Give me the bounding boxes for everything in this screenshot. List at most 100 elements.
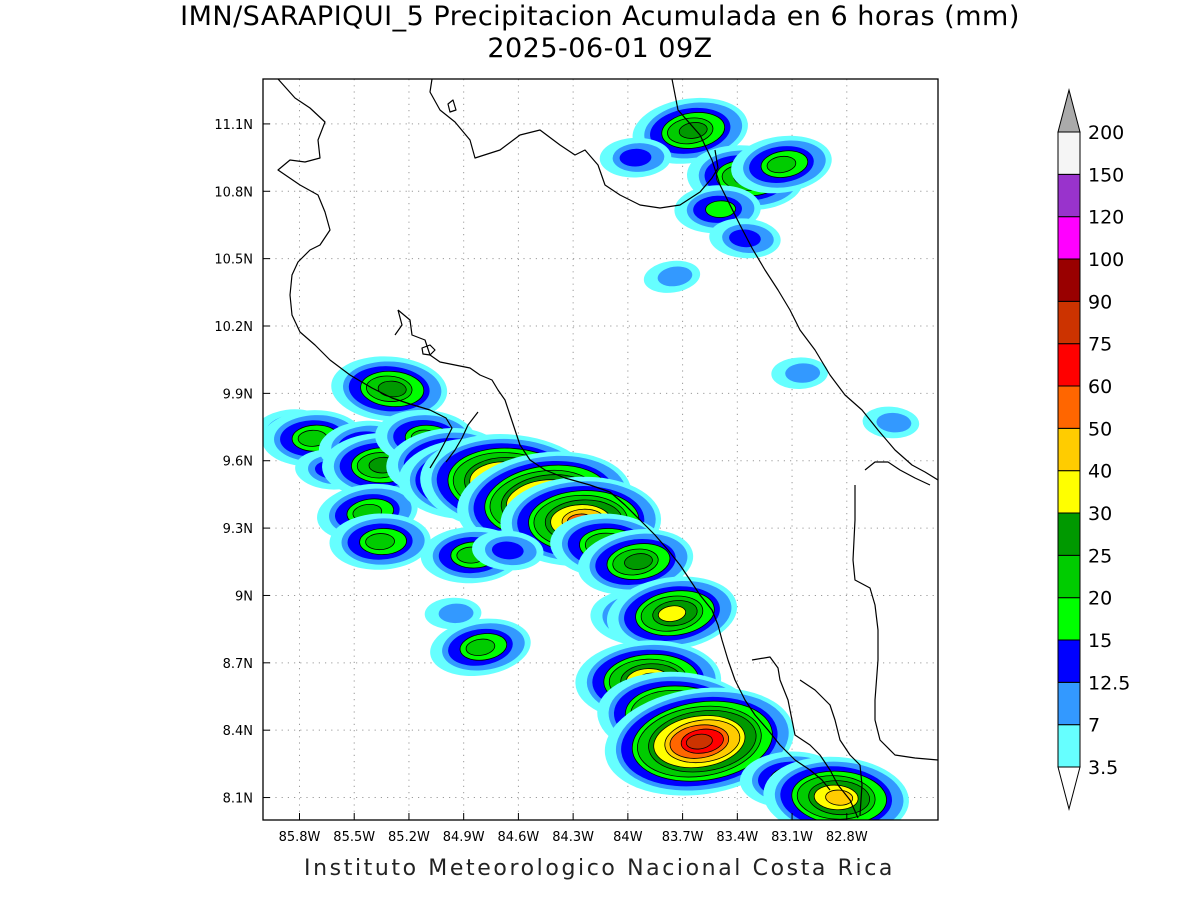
colorbar-label: 75 xyxy=(1088,334,1112,356)
lat-tick-label: 9.6N xyxy=(223,455,253,470)
island-lake xyxy=(447,99,457,113)
precip-contour xyxy=(876,412,912,433)
lon-tick-label: 82.8W xyxy=(826,830,868,845)
lat-tick-label: 9.3N xyxy=(223,522,253,537)
colorbar-label: 100 xyxy=(1088,249,1124,271)
lon-tick-label: 83.4W xyxy=(716,830,758,845)
colorbar-box xyxy=(1057,258,1081,302)
precip-contour xyxy=(624,553,653,570)
border-panama-north xyxy=(864,461,931,486)
lat-tick-label: 10.5N xyxy=(214,253,253,268)
plot-frame xyxy=(262,78,939,821)
colorbar-box xyxy=(1057,300,1081,345)
colorbar-label: 15 xyxy=(1088,630,1112,652)
lat-tick-label: 10.8N xyxy=(214,185,253,200)
precip-contour xyxy=(657,266,693,287)
colorbar-box xyxy=(1057,639,1081,683)
precip-cell xyxy=(771,357,829,389)
lat-tick-label: 8.4N xyxy=(223,724,253,739)
coastline-peninsula xyxy=(394,309,403,336)
precip-cell xyxy=(709,218,781,259)
precip-contour xyxy=(619,148,652,167)
lat-tick-label: 11.1N xyxy=(214,118,253,133)
precip-cell xyxy=(599,137,672,178)
precip-contour xyxy=(685,733,713,750)
island-nicoya xyxy=(421,344,436,356)
precip-contour xyxy=(438,603,474,624)
colorbar-label: 20 xyxy=(1088,588,1112,610)
coastline-lake-shore xyxy=(429,79,719,209)
precipitation-cells xyxy=(263,97,920,820)
colorbar-label: 120 xyxy=(1088,207,1124,229)
colorbar-under-triangle xyxy=(1057,766,1081,811)
colorbar-box xyxy=(1057,470,1081,514)
precip-cell xyxy=(424,597,482,630)
map-subtitle: 2025-06-01 09Z xyxy=(487,33,713,64)
coastline-nicoya xyxy=(397,309,831,791)
precip-contour xyxy=(657,605,687,622)
coastline-osa xyxy=(751,656,859,819)
precip-cell xyxy=(643,260,701,293)
lat-tick-label: 9N xyxy=(235,589,253,604)
colorbar-label: 40 xyxy=(1088,461,1112,483)
colorbar-label: 30 xyxy=(1088,503,1112,525)
precip-contour xyxy=(766,155,797,174)
colorbar-box xyxy=(1057,173,1081,218)
precip-contour xyxy=(491,541,524,560)
precip-cell xyxy=(731,135,832,194)
colorbar-box xyxy=(1057,216,1081,260)
lat-tick-label: 10.2N xyxy=(214,320,253,335)
colorbar-box xyxy=(1057,681,1081,726)
precip-contour xyxy=(465,638,496,656)
colorbar-label: 3.5 xyxy=(1088,757,1118,779)
colorbar-box xyxy=(1057,554,1081,599)
lat-tick-label: 9.9N xyxy=(223,387,253,402)
lat-tick-label: 8.7N xyxy=(223,657,253,672)
colorbar-box xyxy=(1057,427,1081,472)
colorbar-label: 200 xyxy=(1088,122,1124,144)
colorbar-label: 7 xyxy=(1088,715,1100,737)
precip-contour xyxy=(365,533,395,551)
lon-tick-label: 84.9W xyxy=(443,830,485,845)
precip-cell xyxy=(604,687,794,796)
colorbar-box xyxy=(1057,724,1081,768)
precip-cell xyxy=(331,356,448,422)
precip-cell xyxy=(472,530,544,571)
precip-contour xyxy=(377,380,407,398)
precip-cell xyxy=(606,576,738,651)
lon-tick-label: 85.2W xyxy=(388,830,430,845)
footer-credit: Instituto Meteorologico Nacional Costa R… xyxy=(304,856,895,881)
colorbar-label: 90 xyxy=(1088,291,1112,313)
lon-tick-label: 83.1W xyxy=(771,830,813,845)
precip-contour xyxy=(785,363,821,383)
colorbar-box xyxy=(1057,512,1081,556)
precip-contour xyxy=(705,200,736,218)
colorbar-box xyxy=(1057,385,1081,429)
colorbar-box xyxy=(1057,131,1081,175)
lon-tick-label: 84.3W xyxy=(552,830,594,845)
colorbar-box xyxy=(1057,343,1081,387)
coastline-golfito xyxy=(799,679,863,816)
colorbar-label: 60 xyxy=(1088,376,1112,398)
precip-cell xyxy=(329,513,431,570)
lat-tick-label: 8.1N xyxy=(223,792,253,807)
colorbar-label: 150 xyxy=(1088,164,1124,186)
colorbar-box xyxy=(1057,597,1081,641)
colorbar-over-triangle xyxy=(1057,88,1081,133)
precip-cell xyxy=(430,618,531,677)
map-title: IMN/SARAPIQUI_5 Precipitacion Acumulada … xyxy=(180,1,1020,32)
lon-tick-label: 84.6W xyxy=(497,830,539,845)
precip-cell xyxy=(763,756,909,820)
lon-tick-label: 84W xyxy=(613,830,643,845)
precip-cell xyxy=(862,406,920,439)
lon-tick-label: 83.7W xyxy=(662,830,704,845)
coastline-nicoya-inner xyxy=(445,411,479,463)
coastlines xyxy=(277,79,938,819)
colorbar-label: 25 xyxy=(1088,545,1112,567)
colorbar-label: 50 xyxy=(1088,418,1112,440)
colorbar-label: 12.5 xyxy=(1088,672,1130,694)
precip-contour xyxy=(729,229,761,248)
precip-contour xyxy=(825,789,854,806)
lon-tick-label: 85.5W xyxy=(333,830,375,845)
